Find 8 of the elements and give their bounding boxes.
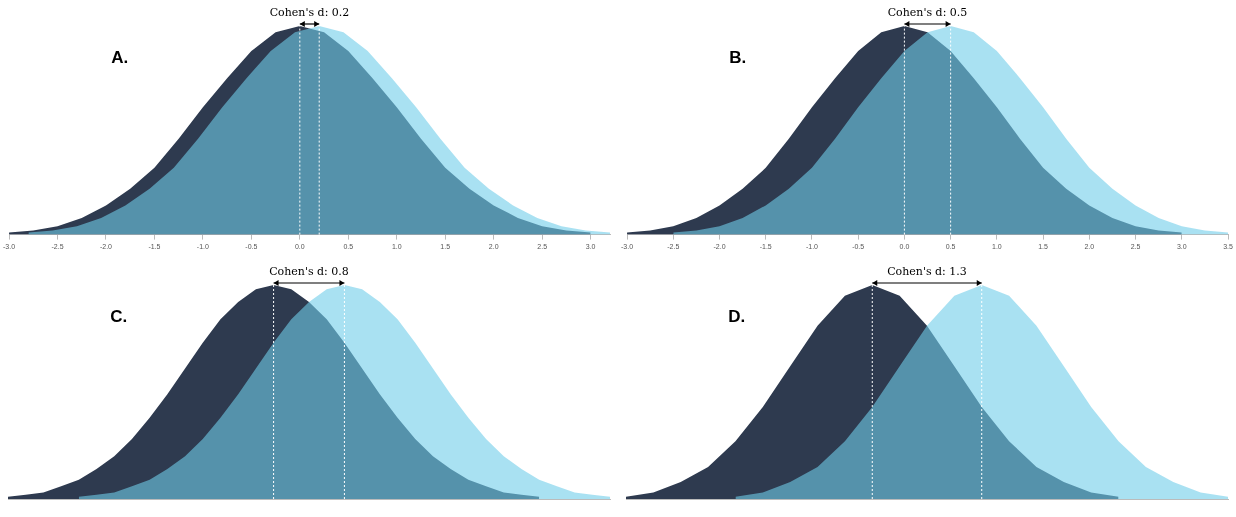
text: Cohen's d: 0.8 — [269, 265, 349, 279]
annotation: D. — [728, 306, 746, 326]
annotation: C. — [110, 306, 128, 326]
text: Cohen's d: 0.5 — [887, 6, 968, 20]
annotation: B. — [729, 47, 747, 67]
text: Cohen's d: 0.2 — [269, 6, 350, 20]
text: Cohen's d: 1.3 — [887, 265, 967, 279]
annotation: A. — [111, 47, 129, 67]
